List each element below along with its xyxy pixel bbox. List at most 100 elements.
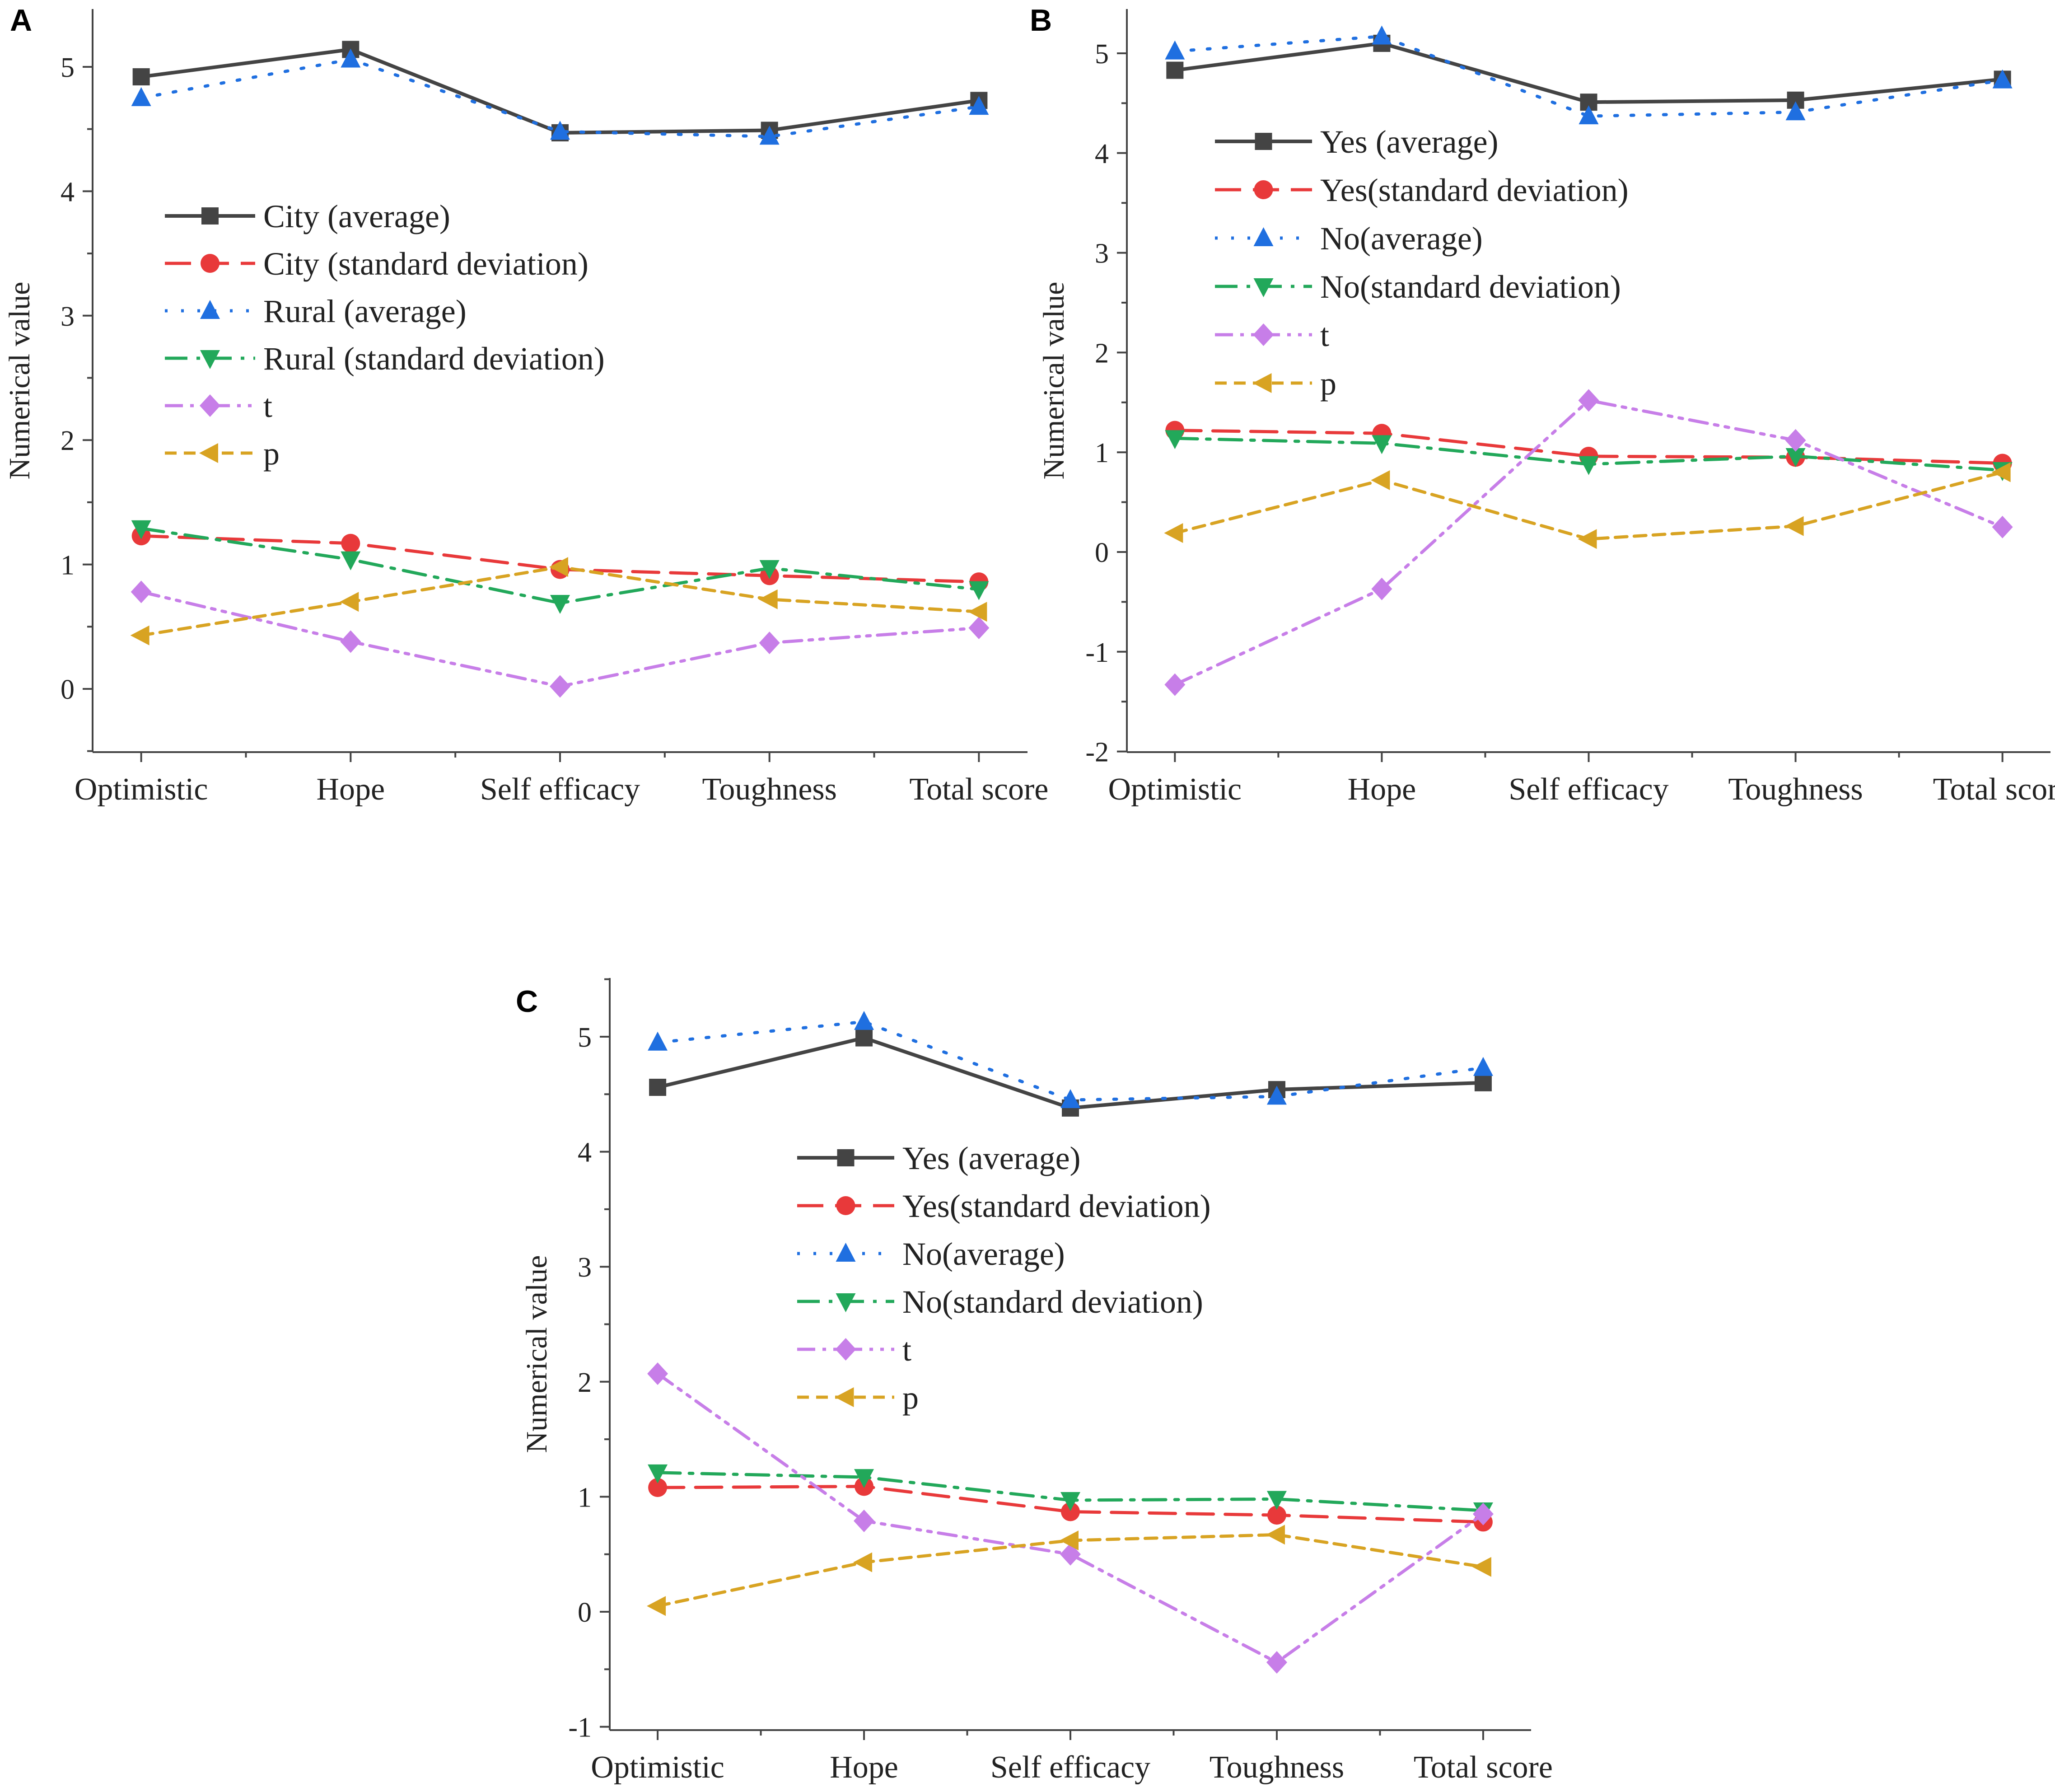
panel-a-x-tick-label: Total score	[909, 772, 1048, 807]
panel-a-series-4-point	[340, 630, 361, 653]
panel-a-legend-5-marker	[199, 443, 218, 463]
panel-a-series-1-point	[341, 533, 360, 553]
panel-b-series-0-point	[1166, 61, 1184, 79]
panel-c-series-0-point	[1474, 1074, 1492, 1091]
panel-a-series-3-point	[550, 594, 570, 614]
panel-b-series-2-point	[1372, 25, 1392, 45]
panel-c-legend-4-marker	[835, 1338, 856, 1361]
panel-a-y-tick-label: 3	[61, 301, 75, 332]
panel-c-x-tick-label: Optimistic	[591, 1750, 724, 1785]
panel-b-series-4-point	[1371, 577, 1392, 600]
panel-c-series-1-point	[1061, 1502, 1080, 1521]
panel-b-legend-0-marker	[1255, 133, 1272, 150]
panel-a-series-2-point	[341, 48, 361, 68]
panel-c-legend: Yes (average) Yes(standard deviation) No(a…	[797, 1140, 1211, 1416]
panel-b-series-5-point	[1371, 470, 1390, 491]
panel-c-legend-5-label: p	[902, 1380, 919, 1416]
panel-c-x-tick-label: Total score	[1414, 1750, 1553, 1785]
panel-c-legend-0-marker	[837, 1149, 855, 1166]
panel-b-legend-1-marker	[1254, 180, 1273, 199]
panel-b-legend-3-marker	[1253, 278, 1274, 297]
panel-a-legend-2-marker	[200, 300, 220, 319]
panel-a-legend-5-label: p	[263, 435, 280, 472]
panel-c-series-2-point	[1266, 1085, 1287, 1105]
panel-b-y-tick-label: 0	[1095, 538, 1109, 568]
panel-b-series-3-point	[1372, 435, 1392, 454]
panel-b-legend-5-marker	[1252, 373, 1272, 393]
panel-c-series-3-point	[1060, 1492, 1080, 1511]
panel-a-y-tick-label: 4	[61, 177, 75, 207]
panel-a-y-tick-label: 1	[61, 550, 75, 581]
panel-a-legend-3-marker	[200, 350, 220, 369]
panel-a-series-2-point	[131, 87, 151, 106]
panel-b-letter: B	[1030, 3, 1052, 37]
panel-c-legend-2-marker	[836, 1243, 856, 1262]
panel-a-series-5-point	[758, 589, 778, 609]
panel-c-series-5-point	[1472, 1557, 1491, 1577]
panel-c-series-3-point	[854, 1469, 874, 1488]
panel-c-series-4-point	[647, 1362, 668, 1385]
panel-b-y-tick-label: -2	[1085, 737, 1109, 768]
panel-a-x-tick-label: Hope	[317, 772, 385, 807]
panel-b-x-tick-label: Hope	[1348, 772, 1416, 807]
panel-a-legend-2-label: Rural (average)	[263, 293, 467, 329]
panel-b-y-tick-label: 5	[1095, 39, 1109, 70]
panel-a-y-axis-title: Numerical value	[3, 282, 36, 480]
panel-a-series-3-point	[341, 551, 361, 571]
panel-b-legend-1-label: Yes(standard deviation)	[1320, 172, 1629, 208]
panel-b-y-tick-label: 1	[1095, 438, 1109, 468]
panel-c-series-1-point	[1267, 1506, 1286, 1525]
panel-c-series-1-point	[648, 1478, 668, 1497]
panel-c-x-tick-label: Self efficacy	[990, 1750, 1150, 1785]
panel-c-y-tick-label: 2	[578, 1367, 592, 1398]
panel-b-series-3-point	[1165, 430, 1185, 449]
panel-b-y-axis-title: Numerical value	[1037, 282, 1070, 480]
panel-b-series-4-point	[1164, 673, 1186, 696]
panel-b-legend-5-label: p	[1320, 365, 1336, 402]
panel-a-series-4-point	[968, 617, 990, 640]
panel-a-series-2-point	[759, 126, 780, 145]
panel-b-series-2-point	[1785, 101, 1806, 121]
panel-b-x-tick-label: Toughness	[1728, 772, 1863, 807]
panel-b-y-tick-label: 3	[1095, 239, 1109, 269]
panel-a-x-tick-label: Optimistic	[75, 772, 208, 807]
panel-c-series-4-point	[854, 1509, 875, 1532]
panel-c-legend-2-label: No(average)	[902, 1236, 1065, 1272]
panel-b-y-tick-label: 4	[1095, 139, 1109, 169]
panel-b-x-tick-label: Self efficacy	[1509, 772, 1668, 807]
panel-a-series-3-point	[759, 560, 780, 579]
panel-c-x-tick-label: Hope	[830, 1750, 898, 1785]
panel-c-series-2-point	[854, 1011, 874, 1030]
panel-b-series-2-point	[1992, 69, 2013, 89]
panel-c-legend-5-marker	[835, 1387, 854, 1407]
panel-c-series-0-point	[649, 1079, 667, 1096]
panel-a-series-2-point	[969, 96, 989, 115]
panel-b-series-1-line	[1173, 429, 2004, 465]
panel-a-y-tick-label: 2	[61, 426, 75, 456]
panel-c-series-2-point	[1060, 1089, 1080, 1109]
panel-a-legend-4-label: t	[263, 388, 272, 424]
panel-c-series-5-point	[1266, 1525, 1285, 1545]
panel-c-series-0-point	[855, 1029, 873, 1047]
panel-b-legend-4-label: t	[1320, 317, 1329, 353]
panel-c-series-4-point	[1472, 1502, 1494, 1525]
panel-c-y-tick-label: 0	[578, 1597, 592, 1628]
panel-a-series-4-point	[131, 580, 152, 604]
panel-b-series-4-point	[1578, 389, 1599, 412]
panel-b-series-5-point	[1784, 516, 1804, 536]
panel-c-legend-3-label: No(standard deviation)	[902, 1284, 1203, 1320]
panel-b-series-2-point	[1165, 40, 1185, 60]
panel-a-y-tick-label: 5	[61, 52, 75, 83]
panel-a: A 0 1 2 3 4 5 Numerical value Optimistic Hope Self…	[3, 3, 1048, 807]
panel-b-x-tick-label: Optimistic	[1108, 772, 1242, 807]
panel-c-y-axis-title: Numerical value	[520, 1255, 553, 1453]
panel-c-series-2-point	[648, 1031, 668, 1051]
panel-b-series-4-point	[1992, 515, 2013, 538]
panel-a-series-5-point	[549, 557, 568, 577]
panel-b-legend-4-marker	[1253, 323, 1274, 346]
panel-b-legend-2-marker	[1253, 227, 1274, 246]
panel-c-y-tick-label: 5	[578, 1022, 592, 1053]
panel-a-series-4-point	[759, 632, 780, 655]
panel-c-x-tick-label: Toughness	[1210, 1750, 1344, 1785]
panel-c-y-tick-label: 1	[578, 1482, 592, 1513]
